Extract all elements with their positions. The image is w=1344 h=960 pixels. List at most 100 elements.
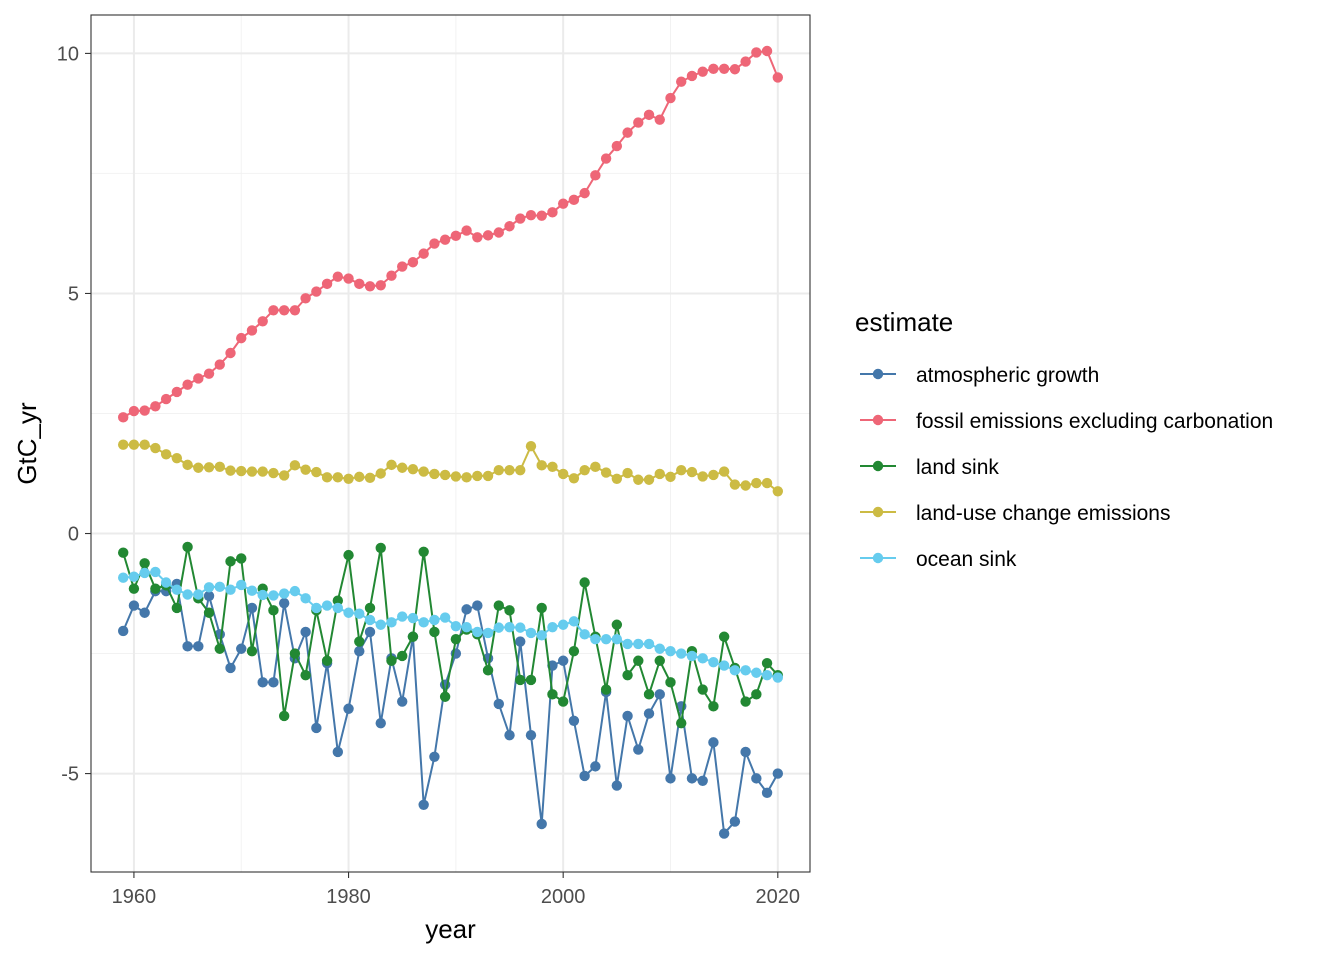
panel-background xyxy=(91,15,810,872)
data-point xyxy=(450,633,462,645)
data-point xyxy=(643,638,655,650)
data-point xyxy=(761,477,773,489)
legend-item: fossil emissions excluding carbonation xyxy=(860,410,1273,433)
data-point xyxy=(128,405,140,417)
data-point xyxy=(568,194,580,206)
data-point xyxy=(729,665,741,676)
data-point xyxy=(278,710,290,722)
data-point xyxy=(676,648,687,659)
data-point xyxy=(203,607,215,618)
legend-items: atmospheric growth fossil emissions exclu… xyxy=(860,364,1273,571)
data-point xyxy=(600,633,612,645)
data-point xyxy=(214,643,225,654)
data-point xyxy=(536,210,547,221)
data-point xyxy=(150,442,161,454)
data-point xyxy=(590,170,601,181)
data-point xyxy=(482,627,494,639)
data-point xyxy=(182,459,193,471)
data-point xyxy=(203,590,215,602)
data-point xyxy=(557,468,569,480)
data-point xyxy=(461,472,472,483)
data-point xyxy=(182,541,193,553)
data-point xyxy=(429,468,440,480)
data-point xyxy=(246,325,258,336)
data-point xyxy=(547,689,558,700)
data-point xyxy=(751,773,762,784)
data-point xyxy=(697,653,708,664)
legend-key-point xyxy=(872,552,884,564)
data-point xyxy=(236,465,247,477)
data-point xyxy=(364,472,376,484)
data-point xyxy=(590,461,601,472)
data-point xyxy=(740,480,751,491)
legend: estimate atmospheric growth fossil emissi… xyxy=(855,307,1273,571)
legend-label: land sink xyxy=(916,456,999,479)
data-point xyxy=(278,305,290,316)
data-point xyxy=(579,629,590,640)
data-point xyxy=(633,638,644,650)
data-point xyxy=(418,617,429,628)
data-point xyxy=(568,616,580,627)
data-point xyxy=(375,280,386,291)
data-point xyxy=(515,213,526,224)
data-point xyxy=(450,230,462,242)
data-point xyxy=(225,347,236,359)
legend-key-point xyxy=(872,368,884,380)
data-point xyxy=(311,466,322,478)
data-point xyxy=(364,281,376,292)
data-point xyxy=(246,602,258,614)
data-point xyxy=(418,248,429,259)
data-point xyxy=(214,461,225,472)
minor-gridlines xyxy=(91,15,810,872)
data-point xyxy=(472,232,483,243)
data-point xyxy=(654,114,665,125)
data-point xyxy=(525,210,537,221)
data-point xyxy=(364,602,376,614)
data-point xyxy=(718,660,730,671)
data-point xyxy=(343,473,354,484)
data-point xyxy=(300,626,311,638)
data-point xyxy=(128,571,140,582)
data-point xyxy=(246,645,258,657)
data-point xyxy=(289,585,301,597)
data-point xyxy=(246,585,258,596)
data-point xyxy=(418,799,429,810)
data-point xyxy=(439,612,451,623)
legend-label: land-use change emissions xyxy=(916,502,1170,525)
data-point xyxy=(343,607,354,618)
data-point xyxy=(686,650,698,662)
data-point xyxy=(128,600,140,611)
series-4 xyxy=(117,566,784,683)
data-point xyxy=(354,645,365,657)
data-point xyxy=(772,72,784,83)
data-point xyxy=(536,602,547,614)
data-point xyxy=(117,625,129,637)
data-point xyxy=(536,630,547,641)
data-point xyxy=(718,63,730,74)
data-point xyxy=(343,273,354,284)
data-point xyxy=(633,655,644,666)
data-point xyxy=(139,607,150,618)
data-point xyxy=(729,479,741,490)
data-point xyxy=(397,611,408,622)
data-point xyxy=(225,556,236,567)
data-point xyxy=(482,665,494,676)
data-point xyxy=(729,64,741,75)
data-point xyxy=(461,621,472,633)
data-point xyxy=(472,626,483,638)
y-tick-label: 0 xyxy=(68,524,79,546)
x-tick-label: 1980 xyxy=(326,886,371,908)
data-point xyxy=(504,605,515,616)
data-point xyxy=(686,466,698,478)
data-point xyxy=(236,553,247,564)
data-point xyxy=(343,549,354,561)
data-point xyxy=(740,746,751,758)
data-point xyxy=(482,470,494,482)
data-point xyxy=(375,717,386,729)
data-point xyxy=(568,645,580,657)
data-point xyxy=(751,689,762,700)
data-point xyxy=(557,619,569,630)
data-point xyxy=(611,473,623,484)
data-point xyxy=(547,207,558,218)
data-point xyxy=(321,278,333,290)
